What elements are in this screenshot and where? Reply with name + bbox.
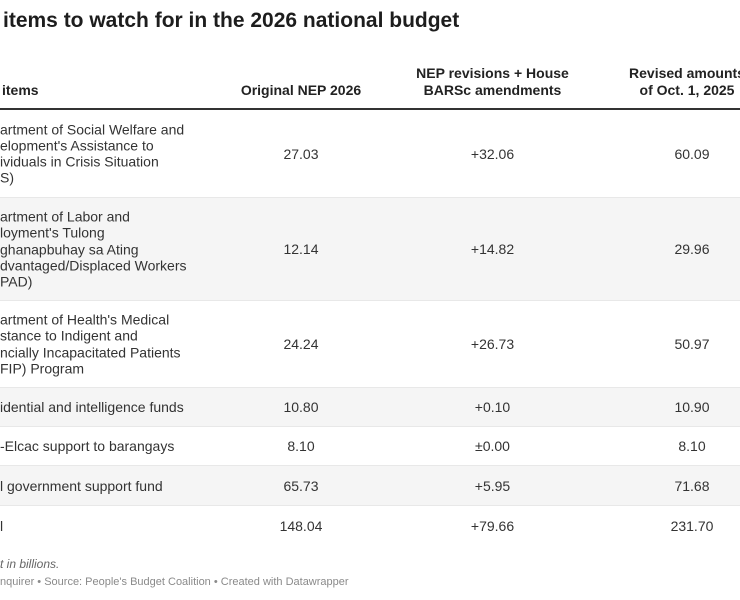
- revised-value: 8.10: [678, 437, 706, 454]
- column-header-revisions[interactable]: NEP revisions + House BARSc amendments: [416, 65, 569, 98]
- column-header-items[interactable]: items: [2, 82, 39, 98]
- revised-value: 10.90: [674, 398, 710, 415]
- column-header-revised-amounts[interactable]: Revised amounts of Oct. 1, 2025: [629, 65, 740, 98]
- original-value: 148.04: [279, 517, 323, 534]
- revised-value: 29.96: [674, 240, 710, 257]
- source-credit: nquirer • Source: People's Budget Coalit…: [0, 576, 349, 588]
- revision-value: +5.95: [474, 477, 511, 494]
- revised-value: 60.09: [674, 145, 710, 162]
- table-row: -Elcac support to barangays 8.10 ±0.00 8…: [0, 427, 740, 466]
- item-name: idential and intelligence funds: [0, 398, 184, 415]
- item-name: -Elcac support to barangays: [0, 437, 175, 454]
- table-row: artment of Labor and loyment's Tulong gh…: [0, 198, 740, 301]
- revision-value: +14.82: [470, 240, 515, 257]
- item-name: artment of Health's Medical stance to In…: [0, 311, 181, 377]
- item-name: artment of Social Welfare and elopment's…: [0, 120, 185, 186]
- original-value: 12.14: [283, 240, 319, 257]
- revision-value: +32.06: [470, 145, 515, 162]
- original-value: 8.10: [287, 437, 315, 454]
- original-value: 65.73: [283, 477, 319, 494]
- original-value: 24.24: [283, 335, 319, 352]
- item-name: l: [0, 517, 4, 534]
- revised-value: 231.70: [670, 517, 714, 534]
- footnote: t in billions.: [0, 557, 60, 571]
- item-name: artment of Labor and loyment's Tulong gh…: [0, 208, 187, 290]
- revision-value: ±0.00: [475, 437, 510, 454]
- table-row-total: l 148.04 +79.66 231.70: [0, 506, 740, 545]
- page-title: items to watch for in the 2026 national …: [3, 9, 460, 32]
- revised-value: 71.68: [674, 477, 710, 494]
- budget-table: items Original NEP 2026 NEP revisions + …: [0, 58, 740, 545]
- revision-value: +26.73: [470, 335, 515, 352]
- table-header: items Original NEP 2026 NEP revisions + …: [0, 58, 740, 110]
- item-name: l government support fund: [0, 477, 163, 494]
- table-row: artment of Social Welfare and elopment's…: [0, 110, 740, 198]
- revised-value: 50.97: [674, 335, 710, 352]
- table-row: l government support fund 65.73 +5.95 71…: [0, 466, 740, 506]
- original-value: 10.80: [283, 398, 319, 415]
- table-row: artment of Health's Medical stance to In…: [0, 301, 740, 388]
- column-header-original-nep[interactable]: Original NEP 2026: [240, 82, 362, 98]
- original-value: 27.03: [283, 145, 319, 162]
- revision-value: +79.66: [470, 517, 515, 534]
- revision-value: +0.10: [474, 398, 511, 415]
- table-row: idential and intelligence funds 10.80 +0…: [0, 388, 740, 427]
